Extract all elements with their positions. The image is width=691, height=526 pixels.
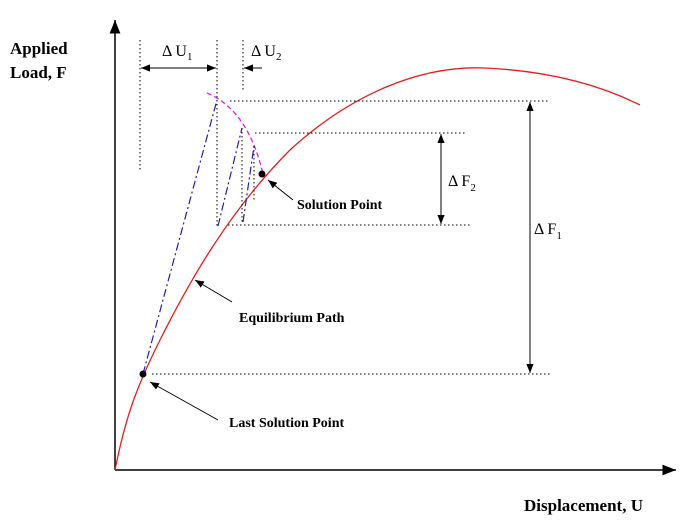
iterations (142, 99, 255, 375)
subscript: 1 (556, 230, 562, 242)
df2-label: Δ F2 (448, 173, 476, 194)
subscript: 2 (470, 182, 476, 194)
annotation: Solution Point (297, 198, 383, 213)
last-solution-point (139, 370, 147, 378)
symbol: Δ F (534, 221, 556, 238)
symbol: Δ U (251, 43, 276, 60)
annotation: Last Solution Point (229, 416, 344, 431)
symbol: Δ U (162, 43, 187, 60)
symbol: Δ F (448, 173, 470, 190)
pointer (194, 279, 233, 303)
solution-point (258, 170, 266, 178)
subscript: 2 (276, 51, 282, 63)
pointer (267, 179, 294, 201)
y-axis-label: Load, F (10, 63, 67, 82)
du2-label: Δ U2 (251, 43, 281, 63)
annotation: Equilibrium Path (239, 311, 345, 326)
x-axis-label: Displacement, U (524, 496, 643, 515)
du1-label: Δ U1 (162, 43, 192, 63)
arc-constraint (206, 92, 264, 175)
pointer (149, 381, 219, 421)
y-axis-label: Applied (10, 39, 68, 58)
df1-label: Δ F1 (534, 221, 562, 242)
equilibrium-curve (114, 67, 641, 471)
guides (139, 40, 550, 375)
subscript: 1 (187, 51, 193, 63)
